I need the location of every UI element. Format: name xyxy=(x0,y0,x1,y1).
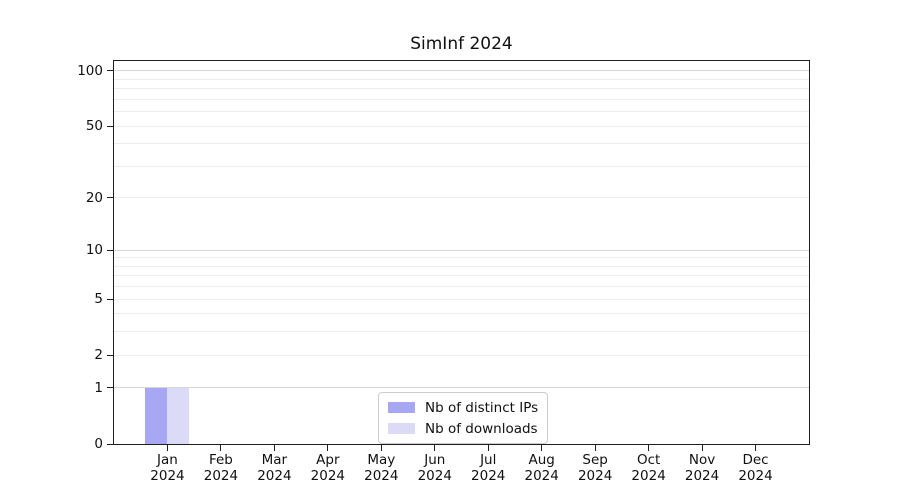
minor-gridline xyxy=(114,197,809,199)
minor-gridline xyxy=(114,98,809,100)
minor-gridline xyxy=(114,78,809,80)
x-tick-label: Feb 2024 xyxy=(181,452,261,484)
minor-gridline xyxy=(114,88,809,90)
major-gridline xyxy=(114,70,809,72)
month-label: Mar xyxy=(261,452,288,468)
minor-gridline xyxy=(114,111,809,113)
x-tick-mark xyxy=(701,445,703,451)
month-label: Dec xyxy=(742,452,769,468)
x-tick-mark xyxy=(648,445,650,451)
minor-gridline xyxy=(114,165,809,167)
y-tick-mark xyxy=(107,443,113,445)
y-tick-label: 50 xyxy=(85,118,103,135)
x-tick-label: Jun 2024 xyxy=(395,452,475,484)
x-tick-label: Jul 2024 xyxy=(448,452,528,484)
y-tick-label: 0 xyxy=(94,436,103,452)
y-tick-label: 2 xyxy=(94,347,103,364)
month-label: Jun xyxy=(424,452,446,468)
x-tick-mark xyxy=(327,445,329,451)
distinct-ips-swatch xyxy=(388,402,415,413)
major-gridline xyxy=(114,387,809,389)
downloads-swatch xyxy=(388,423,415,434)
y-tick-label: 100 xyxy=(77,62,103,79)
y-tick-label: 5 xyxy=(94,291,103,308)
x-tick-mark xyxy=(166,445,168,451)
x-tick-label: Sep 2024 xyxy=(555,452,635,484)
year-label: 2024 xyxy=(203,468,239,484)
x-tick-mark xyxy=(755,445,757,451)
year-label: 2024 xyxy=(364,468,399,484)
legend-label: Nb of downloads xyxy=(425,420,538,437)
plot-area xyxy=(113,60,810,445)
x-tick-mark xyxy=(487,445,489,451)
year-label: 2024 xyxy=(471,468,506,484)
bar-jan-downloads xyxy=(167,387,190,444)
x-tick-mark xyxy=(434,445,436,451)
legend-label: Nb of distinct IPs xyxy=(425,399,539,416)
y-tick-mark xyxy=(107,197,113,199)
y-tick-label: 1 xyxy=(94,379,103,396)
x-tick-label: Oct 2024 xyxy=(609,452,689,484)
legend-entry-distinct-ips: Nb of distinct IPs xyxy=(388,399,538,416)
month-label: May xyxy=(367,452,396,468)
year-label: 2024 xyxy=(631,468,666,484)
legend-entry-downloads: Nb of downloads xyxy=(388,420,538,437)
x-tick-mark xyxy=(380,445,382,451)
y-tick-label: 10 xyxy=(85,242,103,259)
minor-gridline xyxy=(114,275,809,277)
x-tick-label: Jan 2024 xyxy=(127,452,207,484)
x-tick-mark xyxy=(273,445,275,451)
major-gridline xyxy=(114,249,809,251)
month-label: Feb xyxy=(208,452,233,468)
x-tick-mark xyxy=(594,445,596,451)
x-tick-label: Nov 2024 xyxy=(662,452,742,484)
year-label: 2024 xyxy=(417,468,452,484)
month-label: Jul xyxy=(480,452,497,468)
minor-gridline xyxy=(114,286,809,288)
y-tick-mark xyxy=(107,70,113,72)
x-tick-label: Apr 2024 xyxy=(288,452,368,484)
y-tick-mark xyxy=(107,387,113,389)
minor-gridline xyxy=(114,331,809,333)
year-label: 2024 xyxy=(150,468,185,484)
month-label: Apr xyxy=(316,452,340,468)
x-tick-label: Dec 2024 xyxy=(716,452,796,484)
x-tick-label: Aug 2024 xyxy=(502,452,582,484)
year-label: 2024 xyxy=(684,468,720,484)
minor-gridline xyxy=(114,298,809,300)
year-label: 2024 xyxy=(524,468,559,484)
month-label: Jan xyxy=(157,452,178,468)
month-label: Aug xyxy=(528,452,555,468)
y-tick-mark xyxy=(107,298,113,300)
year-label: 2024 xyxy=(738,468,773,484)
month-label: Nov xyxy=(688,452,716,468)
bar-jan-distinct-ips xyxy=(145,387,168,444)
x-tick-mark xyxy=(541,445,543,451)
x-tick-label: Mar 2024 xyxy=(234,452,314,484)
year-label: 2024 xyxy=(257,468,292,484)
month-label: Sep xyxy=(582,452,608,468)
x-tick-label: May 2024 xyxy=(341,452,421,484)
y-tick-label: 20 xyxy=(85,189,103,206)
minor-gridline xyxy=(114,354,809,356)
minor-gridline xyxy=(114,125,809,127)
minor-gridline xyxy=(114,313,809,315)
minor-gridline xyxy=(114,257,809,259)
year-label: 2024 xyxy=(577,468,613,484)
month-label: Oct xyxy=(636,452,661,468)
minor-gridline xyxy=(114,143,809,145)
year-label: 2024 xyxy=(310,468,346,484)
y-tick-mark xyxy=(107,125,113,127)
legend: Nb of distinct IPs Nb of downloads xyxy=(378,392,549,444)
y-tick-mark xyxy=(107,354,113,356)
x-tick-mark xyxy=(220,445,222,451)
y-tick-mark xyxy=(107,249,113,251)
chart-title: SimInf 2024 xyxy=(410,34,513,54)
minor-gridline xyxy=(114,265,809,267)
